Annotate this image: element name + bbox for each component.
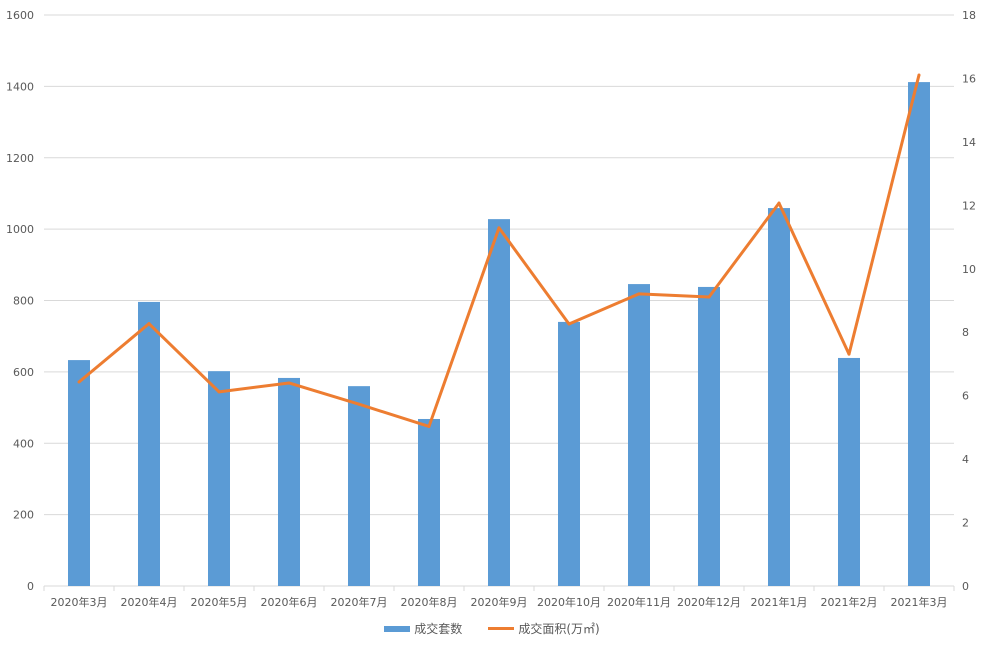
x-tick-label: 2021年3月 (891, 595, 948, 609)
y-right-tick-label: 8 (962, 326, 969, 339)
bar (418, 418, 440, 586)
y-right-tick-label: 14 (962, 136, 976, 149)
x-tick-label: 2020年8月 (401, 595, 458, 609)
y-right-tick-label: 4 (962, 453, 969, 466)
y-left-tick-label: 1200 (6, 152, 34, 165)
line-point (707, 295, 711, 299)
x-tick-label: 2020年4月 (121, 595, 178, 609)
y-left-tick-label: 1000 (6, 223, 34, 236)
x-tick-label: 2020年7月 (331, 595, 388, 609)
y-right-tick-label: 12 (962, 199, 976, 212)
line-point (567, 322, 571, 326)
legend-swatch-bar (384, 625, 411, 632)
line-point (777, 201, 781, 205)
legend-label-bar: 成交套数 (414, 622, 463, 636)
y-right-tick-label: 6 (962, 390, 969, 403)
bar (138, 301, 160, 586)
y-right-tick-label: 16 (962, 72, 976, 85)
bar (68, 360, 90, 586)
y-right-tick-label: 0 (962, 580, 969, 593)
bar (208, 371, 230, 586)
x-tick-label: 2021年1月 (751, 595, 808, 609)
bar (488, 219, 510, 586)
bar (838, 357, 860, 586)
line-point (287, 381, 291, 385)
line-point (917, 73, 921, 77)
bar (628, 284, 650, 586)
y-right-tick-label: 2 (962, 517, 969, 530)
y-left-tick-label: 400 (13, 437, 34, 450)
x-tick-label: 2020年3月 (51, 595, 108, 609)
y-left-tick-label: 600 (13, 366, 34, 379)
y-right-tick-label: 10 (962, 263, 976, 276)
y-left-tick-label: 1600 (6, 9, 34, 22)
bar (768, 208, 790, 586)
bar (698, 286, 720, 586)
bar (348, 386, 370, 586)
line-point (147, 322, 151, 326)
x-tick-label: 2021年2月 (821, 595, 878, 609)
y-left-tick-label: 1400 (6, 80, 34, 93)
x-tick-label: 2020年10月 (537, 595, 601, 609)
legend: 成交套数 成交面积(万㎡) (0, 620, 984, 637)
x-tick-label: 2020年6月 (261, 595, 318, 609)
y-right-tick-label: 18 (962, 9, 976, 22)
line-point (847, 352, 851, 356)
legend-label-line: 成交面积(万㎡) (518, 622, 600, 636)
line-point (77, 380, 81, 384)
y-left-tick-label: 800 (13, 295, 34, 308)
legend-swatch-line (488, 627, 515, 630)
x-tick-label: 2020年12月 (677, 595, 741, 609)
bar (558, 321, 580, 586)
line-point (217, 390, 221, 394)
x-tick-label: 2020年9月 (471, 595, 528, 609)
line-point (357, 402, 361, 406)
x-tick-label: 2020年11月 (607, 595, 671, 609)
bar (278, 377, 300, 586)
legend-item-line: 成交面积(万㎡) (488, 620, 600, 637)
y-left-tick-label: 200 (13, 509, 34, 522)
x-tick-label: 2020年5月 (191, 595, 248, 609)
bar (908, 82, 930, 586)
line-point (427, 424, 431, 428)
line-point (497, 226, 501, 230)
legend-item-bar: 成交套数 (384, 620, 462, 637)
y-left-tick-label: 0 (27, 580, 34, 593)
line-point (637, 292, 641, 296)
